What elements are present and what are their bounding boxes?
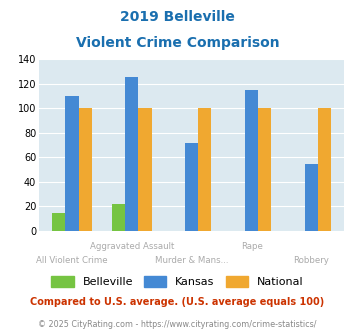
- Text: Compared to U.S. average. (U.S. average equals 100): Compared to U.S. average. (U.S. average …: [31, 297, 324, 307]
- Text: Aggravated Assault: Aggravated Assault: [90, 242, 174, 251]
- Bar: [138, 109, 152, 231]
- Bar: [125, 77, 138, 231]
- Text: Murder & Mans...: Murder & Mans...: [155, 256, 229, 265]
- Text: Robbery: Robbery: [294, 256, 329, 265]
- Bar: [245, 90, 258, 231]
- Bar: [65, 96, 78, 231]
- Text: 2019 Belleville: 2019 Belleville: [120, 10, 235, 24]
- Text: © 2025 CityRating.com - https://www.cityrating.com/crime-statistics/: © 2025 CityRating.com - https://www.city…: [38, 320, 317, 329]
- Text: All Violent Crime: All Violent Crime: [36, 256, 108, 265]
- Bar: [52, 213, 65, 231]
- Bar: [318, 109, 331, 231]
- Bar: [112, 204, 125, 231]
- Text: Rape: Rape: [241, 242, 262, 251]
- Text: Violent Crime Comparison: Violent Crime Comparison: [76, 36, 279, 50]
- Bar: [198, 109, 212, 231]
- Legend: Belleville, Kansas, National: Belleville, Kansas, National: [47, 271, 308, 291]
- Bar: [305, 164, 318, 231]
- Bar: [258, 109, 271, 231]
- Bar: [185, 143, 198, 231]
- Bar: [78, 109, 92, 231]
